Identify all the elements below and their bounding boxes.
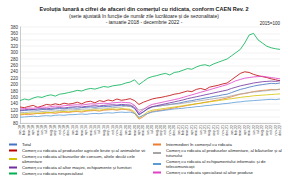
svg-text:Total: Total [22, 142, 31, 147]
svg-text:280: 280 [10, 57, 18, 62]
svg-text:360: 360 [10, 31, 18, 36]
svg-text:160: 160 [10, 95, 18, 100]
svg-text:Comerț cu ridicata specializat: Comerț cu ridicata specializat al altor … [166, 170, 254, 175]
svg-text:nov.22: nov.22 [274, 125, 278, 136]
svg-text:apr.22: apr.22 [243, 125, 247, 135]
svg-text:80: 80 [13, 121, 19, 126]
svg-text:nov.18: nov.18 [62, 125, 66, 136]
svg-text:feb.19: feb.19 [75, 125, 79, 135]
svg-text:oct.19: oct.19 [111, 125, 115, 135]
svg-text:nov.19: nov.19 [115, 125, 119, 136]
svg-text:oct.18: oct.18 [58, 125, 62, 135]
svg-text:aug.21: aug.21 [207, 125, 211, 136]
svg-text:340: 340 [10, 37, 18, 42]
svg-text:ian.18: ian.18 [18, 125, 22, 135]
svg-text:iun.21: iun.21 [199, 125, 203, 135]
svg-text:apr.21: apr.21 [190, 125, 194, 135]
svg-text:oct.20: oct.20 [163, 125, 167, 135]
svg-text:300: 300 [10, 50, 18, 55]
svg-text:feb.22: feb.22 [234, 125, 238, 135]
svg-text:telecomunicații: telecomunicații [166, 164, 194, 169]
svg-text:alimentare: alimentare [22, 159, 43, 164]
svg-text:sep.19: sep.19 [106, 125, 110, 136]
svg-text:mar.18: mar.18 [27, 125, 31, 136]
svg-text:240: 240 [10, 69, 18, 74]
svg-text:dec.18: dec.18 [66, 125, 70, 136]
svg-text:iun.19: iun.19 [93, 125, 97, 135]
svg-text:sep.22: sep.22 [265, 125, 269, 136]
svg-text:aug.22: aug.22 [260, 125, 264, 136]
svg-text:iul.20: iul.20 [150, 125, 154, 134]
svg-text:iun.22: iun.22 [252, 125, 256, 135]
svg-text:Comerț cu ridicata al bunurilo: Comerț cu ridicata al bunurilor de consu… [22, 154, 137, 159]
svg-text:mar.19: mar.19 [80, 125, 84, 136]
svg-text:apr.20: apr.20 [137, 125, 141, 135]
svg-text:Evoluția lunară a cifrei de af: Evoluția lunară a cifrei de afaceri din … [40, 6, 249, 13]
svg-text:nov.21: nov.21 [221, 125, 225, 136]
svg-text:dec.21: dec.21 [225, 125, 229, 136]
svg-text:Comerț cu ridicata al produsel: Comerț cu ridicata al produselor aliment… [166, 148, 283, 153]
svg-text:dec.19: dec.19 [119, 125, 123, 136]
svg-text:sep.18: sep.18 [53, 125, 57, 136]
svg-text:iun.18: iun.18 [40, 125, 44, 135]
svg-text:- ianuarie 2018 - decembrie 20: - ianuarie 2018 - decembrie 2022 - [106, 19, 183, 25]
svg-text:Comerț cu ridicata nespecializ: Comerț cu ridicata nespecializat [22, 171, 84, 176]
svg-text:200: 200 [10, 82, 18, 87]
svg-text:iul.21: iul.21 [203, 125, 207, 134]
svg-text:mai.18: mai.18 [36, 125, 40, 136]
svg-text:mai.22: mai.22 [247, 125, 251, 136]
svg-text:mai.20: mai.20 [141, 125, 145, 136]
svg-text:mai.21: mai.21 [194, 125, 198, 136]
svg-text:feb.18: feb.18 [22, 125, 26, 135]
svg-text:iul.18: iul.18 [44, 125, 48, 134]
svg-text:220: 220 [10, 76, 18, 81]
svg-text:dec.20: dec.20 [172, 125, 176, 136]
svg-text:ian.21: ian.21 [177, 125, 181, 135]
svg-text:iun.20: iun.20 [146, 125, 150, 135]
svg-text:apr.19: apr.19 [84, 125, 88, 135]
svg-text:iul.22: iul.22 [256, 125, 260, 134]
svg-text:oct.22: oct.22 [269, 125, 273, 135]
svg-text:mar.22: mar.22 [238, 125, 242, 136]
svg-text:sep.20: sep.20 [159, 125, 163, 136]
svg-text:(serie ajustată în funcție de: (serie ajustată în funcție de număr zile… [69, 13, 219, 19]
svg-text:iul.19: iul.19 [97, 125, 101, 134]
svg-text:apr.18: apr.18 [31, 125, 35, 135]
svg-text:mai.19: mai.19 [89, 125, 93, 136]
svg-text:120: 120 [10, 108, 18, 113]
svg-text:180: 180 [10, 89, 18, 94]
svg-text:ian.22: ian.22 [230, 125, 234, 135]
svg-text:dec.22: dec.22 [278, 125, 282, 136]
svg-text:ian.19: ian.19 [71, 125, 75, 135]
svg-text:Comerț cu ridicata al altor ma: Comerț cu ridicata al altor mașini, echi… [22, 165, 131, 170]
svg-text:100: 100 [10, 114, 18, 119]
svg-text:ian.20: ian.20 [124, 125, 128, 135]
svg-text:mar.21: mar.21 [185, 125, 189, 136]
svg-text:320: 320 [10, 44, 18, 49]
svg-text:260: 260 [10, 63, 18, 68]
svg-text:2015=100: 2015=100 [260, 21, 281, 26]
svg-text:380: 380 [10, 25, 18, 30]
svg-text:Intermedieri în comerțul cu ri: Intermedieri în comerțul cu ridicata [166, 142, 233, 147]
svg-text:aug.18: aug.18 [49, 125, 53, 136]
svg-text:mar.20: mar.20 [133, 125, 137, 136]
svg-text:140: 140 [10, 101, 18, 106]
svg-text:oct.21: oct.21 [216, 125, 220, 135]
svg-text:aug.19: aug.19 [102, 125, 106, 136]
svg-text:tutunului: tutunului [166, 153, 182, 158]
svg-text:feb.20: feb.20 [128, 125, 132, 135]
svg-text:Comerț cu ridicata al echipame: Comerț cu ridicata al echipamentului inf… [166, 159, 267, 164]
svg-text:feb.21: feb.21 [181, 125, 185, 135]
svg-text:nov.20: nov.20 [168, 125, 172, 136]
svg-text:Comerț cu ridicata al produsel: Comerț cu ridicata al produselor agricol… [22, 148, 145, 153]
svg-text:sep.21: sep.21 [212, 125, 216, 136]
svg-text:aug.20: aug.20 [155, 125, 159, 136]
